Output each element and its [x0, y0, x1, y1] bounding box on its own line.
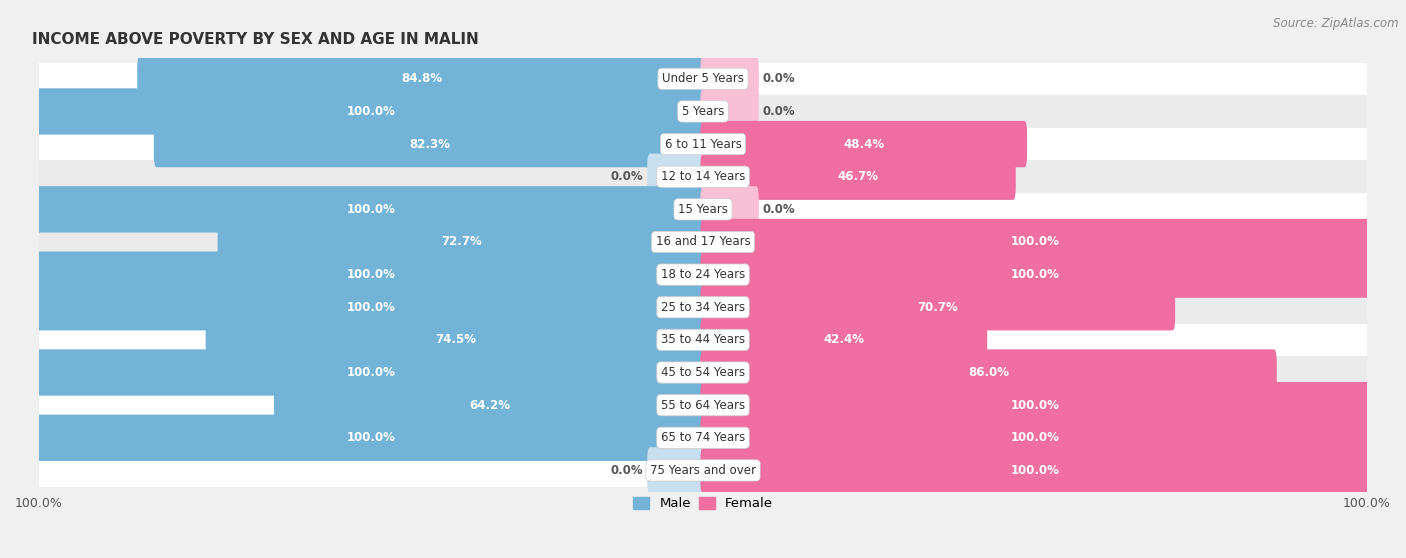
FancyBboxPatch shape	[37, 415, 706, 461]
Text: 70.7%: 70.7%	[917, 301, 957, 314]
FancyBboxPatch shape	[205, 317, 706, 363]
Text: 55 to 64 Years: 55 to 64 Years	[661, 398, 745, 412]
Text: 48.4%: 48.4%	[844, 138, 884, 151]
FancyBboxPatch shape	[700, 349, 1277, 396]
Text: 0.0%: 0.0%	[763, 73, 796, 85]
Text: 100.0%: 100.0%	[346, 431, 395, 444]
Text: 84.8%: 84.8%	[401, 73, 441, 85]
Text: 100.0%: 100.0%	[1011, 268, 1060, 281]
FancyBboxPatch shape	[700, 415, 1369, 461]
Text: 64.2%: 64.2%	[470, 398, 510, 412]
FancyBboxPatch shape	[700, 121, 1026, 167]
FancyBboxPatch shape	[700, 56, 759, 102]
FancyBboxPatch shape	[274, 382, 706, 429]
FancyBboxPatch shape	[138, 56, 706, 102]
Text: 12 to 14 Years: 12 to 14 Years	[661, 170, 745, 183]
FancyBboxPatch shape	[700, 219, 1369, 265]
FancyBboxPatch shape	[700, 186, 759, 233]
Text: 0.0%: 0.0%	[610, 464, 643, 477]
Text: 100.0%: 100.0%	[1011, 464, 1060, 477]
FancyBboxPatch shape	[37, 88, 706, 134]
FancyBboxPatch shape	[39, 225, 1367, 258]
Text: 6 to 11 Years: 6 to 11 Years	[665, 138, 741, 151]
FancyBboxPatch shape	[39, 356, 1367, 389]
FancyBboxPatch shape	[700, 382, 1369, 429]
FancyBboxPatch shape	[700, 284, 1175, 330]
FancyBboxPatch shape	[39, 258, 1367, 291]
FancyBboxPatch shape	[39, 291, 1367, 324]
Text: 100.0%: 100.0%	[346, 105, 395, 118]
Text: 86.0%: 86.0%	[969, 366, 1010, 379]
Text: 45 to 54 Years: 45 to 54 Years	[661, 366, 745, 379]
FancyBboxPatch shape	[39, 421, 1367, 454]
Text: 100.0%: 100.0%	[1011, 431, 1060, 444]
FancyBboxPatch shape	[700, 448, 1369, 494]
FancyBboxPatch shape	[37, 252, 706, 298]
FancyBboxPatch shape	[37, 349, 706, 396]
FancyBboxPatch shape	[37, 186, 706, 233]
Legend: Male, Female: Male, Female	[627, 492, 779, 516]
Text: 100.0%: 100.0%	[1011, 235, 1060, 248]
Text: 82.3%: 82.3%	[409, 138, 450, 151]
FancyBboxPatch shape	[39, 62, 1367, 95]
FancyBboxPatch shape	[39, 454, 1367, 487]
FancyBboxPatch shape	[39, 193, 1367, 225]
Text: 16 and 17 Years: 16 and 17 Years	[655, 235, 751, 248]
FancyBboxPatch shape	[218, 219, 706, 265]
FancyBboxPatch shape	[700, 317, 987, 363]
Text: Source: ZipAtlas.com: Source: ZipAtlas.com	[1274, 17, 1399, 30]
FancyBboxPatch shape	[700, 252, 1369, 298]
Text: 0.0%: 0.0%	[763, 105, 796, 118]
FancyBboxPatch shape	[39, 160, 1367, 193]
FancyBboxPatch shape	[647, 153, 706, 200]
Text: INCOME ABOVE POVERTY BY SEX AND AGE IN MALIN: INCOME ABOVE POVERTY BY SEX AND AGE IN M…	[32, 32, 479, 47]
FancyBboxPatch shape	[39, 95, 1367, 128]
Text: 75 Years and over: 75 Years and over	[650, 464, 756, 477]
FancyBboxPatch shape	[700, 153, 1015, 200]
Text: 74.5%: 74.5%	[434, 333, 477, 347]
Text: 18 to 24 Years: 18 to 24 Years	[661, 268, 745, 281]
Text: Under 5 Years: Under 5 Years	[662, 73, 744, 85]
FancyBboxPatch shape	[39, 324, 1367, 356]
Text: 15 Years: 15 Years	[678, 203, 728, 216]
Text: 46.7%: 46.7%	[838, 170, 879, 183]
Text: 100.0%: 100.0%	[346, 203, 395, 216]
Text: 65 to 74 Years: 65 to 74 Years	[661, 431, 745, 444]
FancyBboxPatch shape	[700, 88, 759, 134]
Text: 42.4%: 42.4%	[824, 333, 865, 347]
FancyBboxPatch shape	[39, 128, 1367, 160]
Text: 25 to 34 Years: 25 to 34 Years	[661, 301, 745, 314]
FancyBboxPatch shape	[647, 448, 706, 494]
FancyBboxPatch shape	[153, 121, 706, 167]
Text: 100.0%: 100.0%	[1011, 398, 1060, 412]
FancyBboxPatch shape	[37, 284, 706, 330]
Text: 100.0%: 100.0%	[346, 268, 395, 281]
Text: 72.7%: 72.7%	[441, 235, 482, 248]
Text: 100.0%: 100.0%	[346, 366, 395, 379]
FancyBboxPatch shape	[39, 389, 1367, 421]
Text: 5 Years: 5 Years	[682, 105, 724, 118]
Text: 35 to 44 Years: 35 to 44 Years	[661, 333, 745, 347]
Text: 0.0%: 0.0%	[610, 170, 643, 183]
Text: 100.0%: 100.0%	[346, 301, 395, 314]
Text: 0.0%: 0.0%	[763, 203, 796, 216]
